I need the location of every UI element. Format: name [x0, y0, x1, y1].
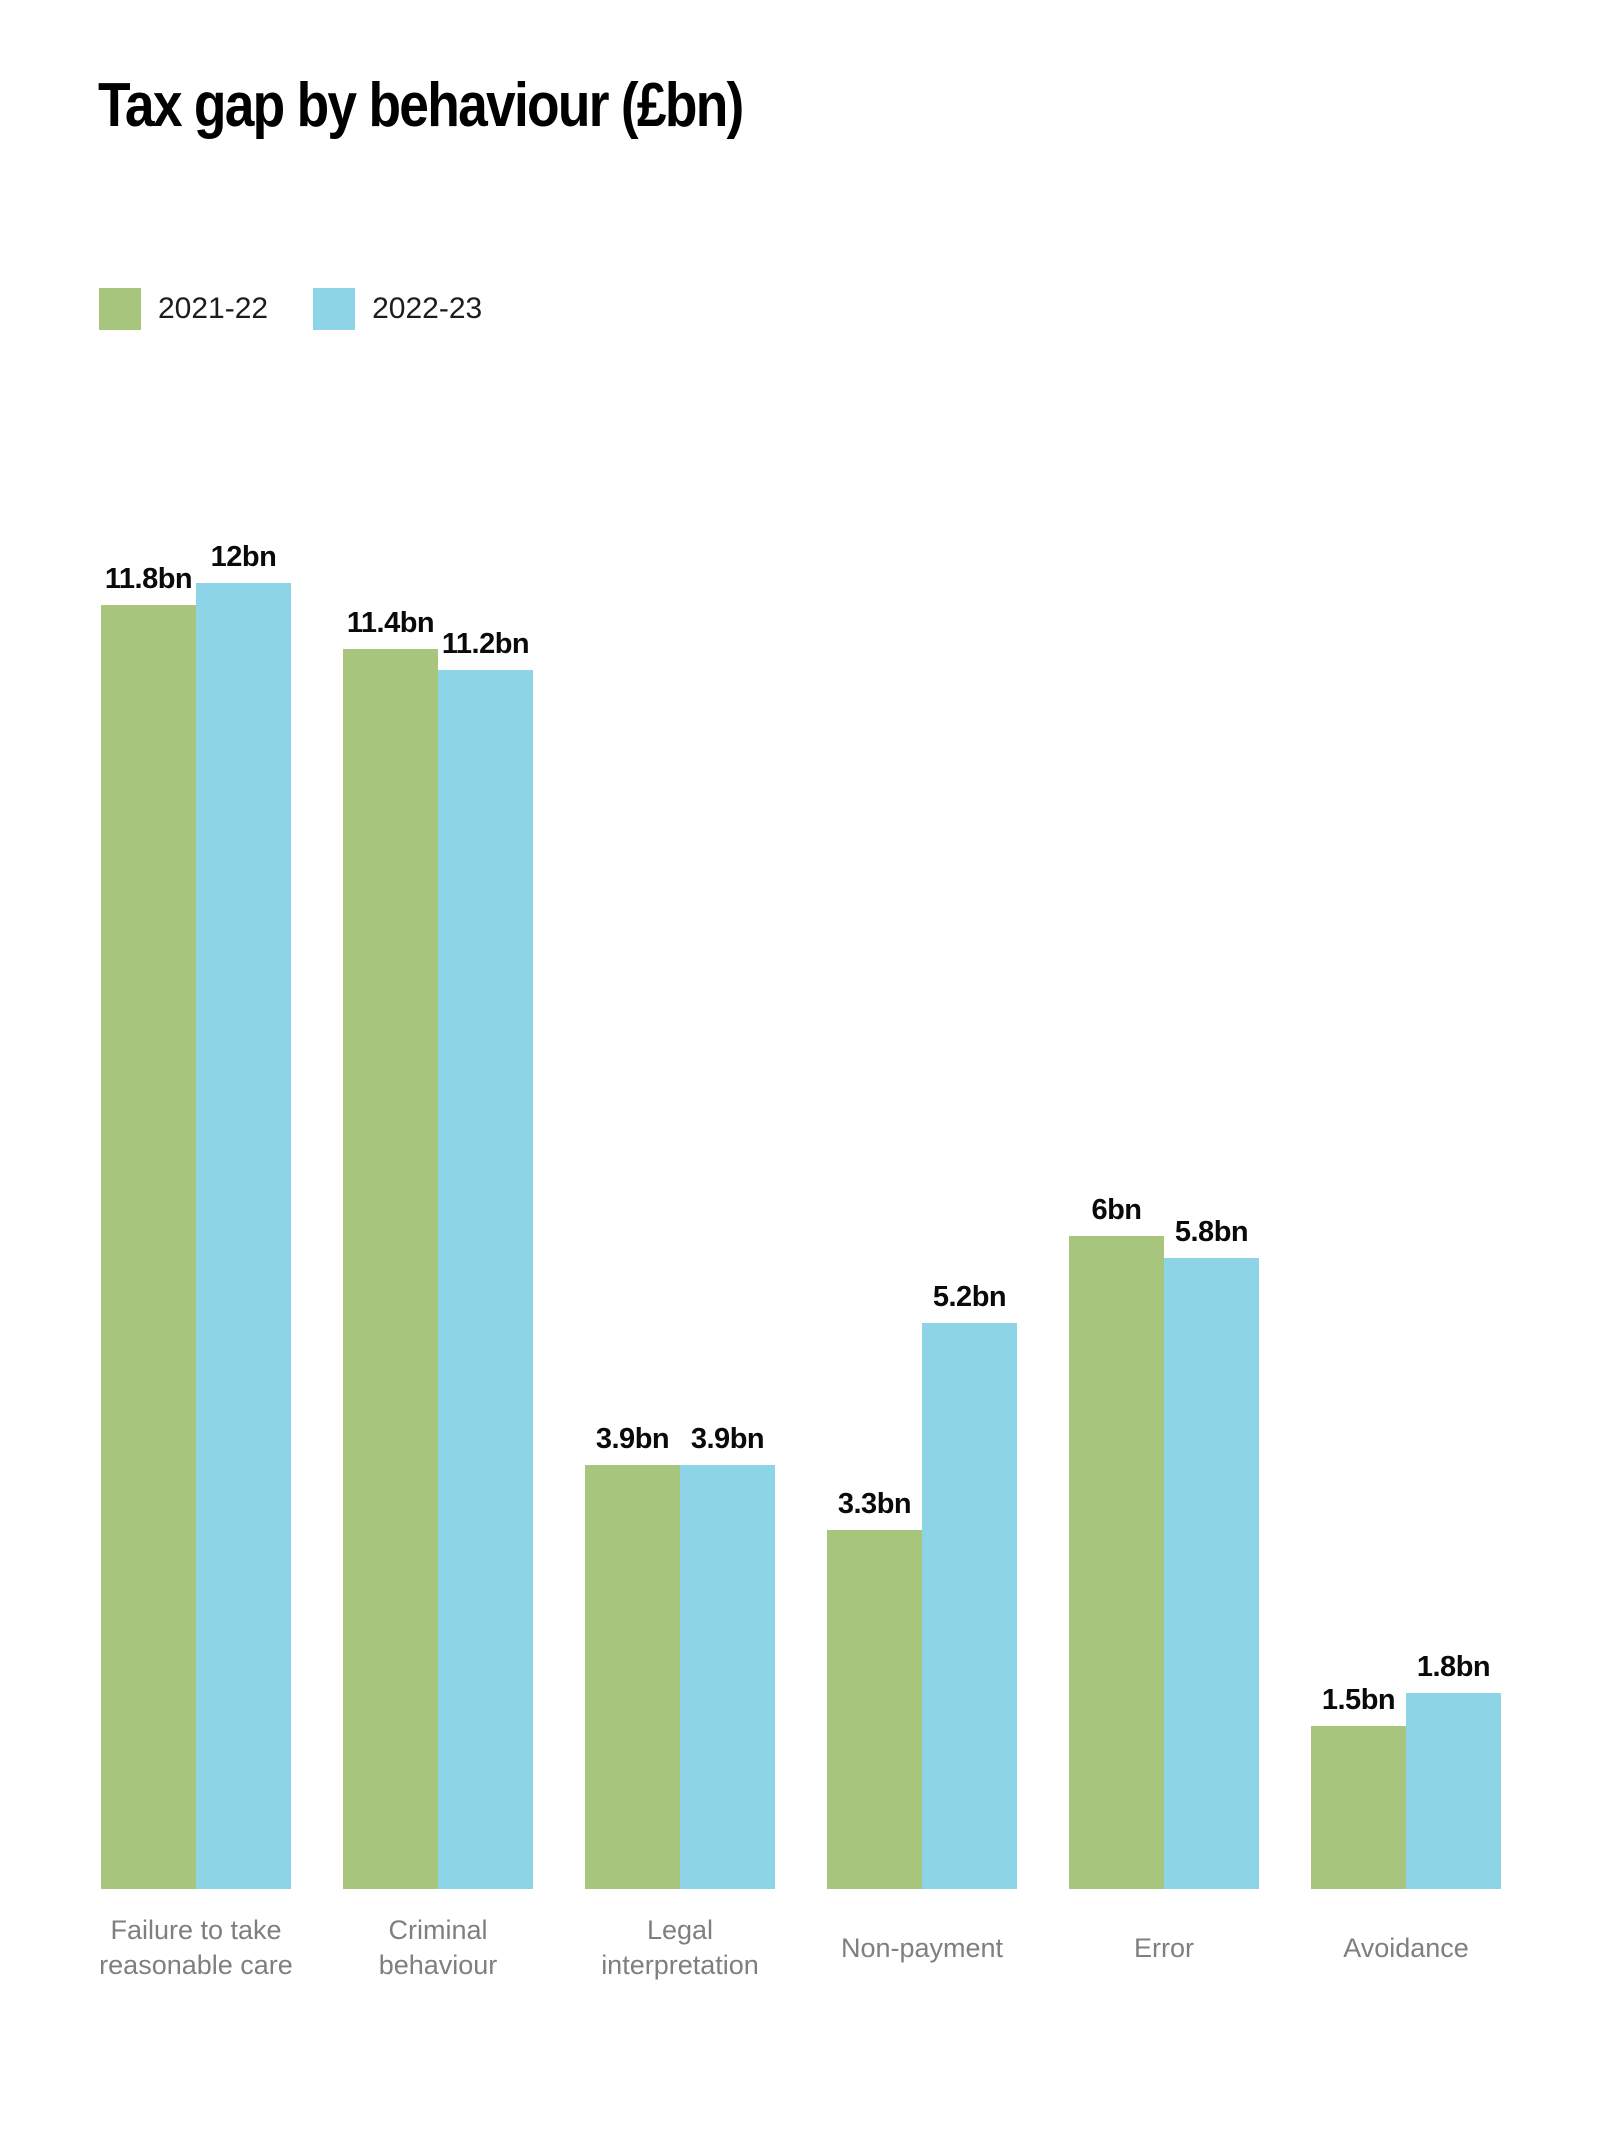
category-label-avoidance: Avoidance: [1343, 1932, 1469, 1963]
category-label-error: Error: [1134, 1932, 1194, 1963]
bar-2021-22-criminal-behaviour: [343, 649, 438, 1889]
bar-2021-22-failure-to-take-reasonable-care: [101, 605, 196, 1889]
bar-2022-23-legal-interpretation: [680, 1465, 775, 1889]
bar-2022-23-failure-to-take-reasonable-care: [196, 583, 291, 1889]
legend-swatch-2022-23: [313, 288, 356, 330]
legend-item-2021-22: 2021-22: [99, 288, 268, 330]
bar-2021-22-avoidance: [1311, 1726, 1406, 1889]
bar-value-label-2021-22-failure-to-take-reasonable-care: 11.8bn: [104, 563, 193, 595]
bar-2022-23-error: [1164, 1258, 1259, 1889]
bar-value-label-2021-22-legal-interpretation: 3.9bn: [595, 1423, 670, 1455]
bar-value-label-2021-22-non-payment: 3.3bn: [837, 1488, 912, 1520]
category-label-non-payment: Non-payment: [840, 1932, 1004, 1963]
bar-2022-23-avoidance: [1406, 1693, 1501, 1889]
bar-value-label-2022-23-avoidance: 1.8bn: [1416, 1651, 1491, 1683]
chart-legend: 2021-22 2022-23: [99, 288, 482, 330]
bar-value-label-2022-23-failure-to-take-reasonable-care: 12bn: [210, 541, 277, 573]
bar-value-label-2022-23-criminal-behaviour: 11.2bn: [441, 628, 530, 660]
legend-item-2022-23: 2022-23: [313, 288, 482, 330]
bar-2021-22-error: [1069, 1236, 1164, 1889]
category-label-criminal-behaviour: Criminal behaviour: [378, 1915, 498, 1980]
bar-2022-23-criminal-behaviour: [438, 670, 533, 1889]
bar-value-label-2021-22-error: 6bn: [1091, 1194, 1142, 1226]
bar-value-label-2022-23-non-payment: 5.2bn: [932, 1281, 1007, 1313]
bar-value-label-2021-22-avoidance: 1.5bn: [1321, 1684, 1396, 1716]
chart-title: Tax gap by behaviour (£bn): [98, 71, 744, 140]
legend-label-2022-23: 2022-23: [372, 292, 483, 325]
bar-value-label-2022-23-legal-interpretation: 3.9bn: [690, 1423, 765, 1455]
legend-swatch-2021-22: [99, 288, 141, 330]
bar-value-label-2021-22-criminal-behaviour: 11.4bn: [346, 607, 435, 639]
bar-2021-22-legal-interpretation: [585, 1465, 680, 1889]
bar-value-label-2022-23-error: 5.8bn: [1174, 1216, 1249, 1248]
legend-label-2021-22: 2021-22: [158, 292, 269, 325]
category-label-failure-to-take-reasonable-care: Failure to take reasonable care: [99, 1915, 293, 1980]
category-label-legal-interpretation: Legal interpretation: [601, 1915, 759, 1980]
bar-2021-22-non-payment: [827, 1530, 922, 1889]
bar-2022-23-non-payment: [922, 1323, 1017, 1889]
